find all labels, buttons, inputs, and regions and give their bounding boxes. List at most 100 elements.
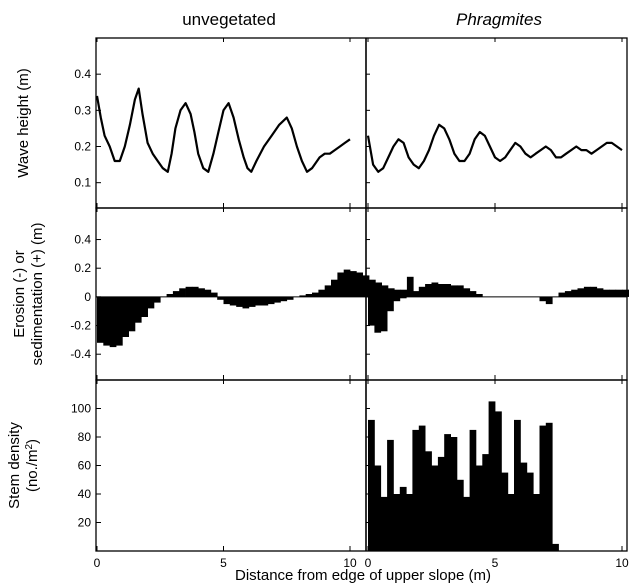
bar [450, 285, 458, 297]
bar [97, 296, 104, 343]
bar [223, 296, 231, 305]
bar [507, 494, 515, 551]
bar [103, 296, 110, 346]
y-tick-label: 80 [78, 430, 92, 444]
bar [393, 296, 401, 302]
bar [368, 419, 375, 551]
bar [475, 465, 483, 551]
bar [179, 288, 186, 297]
bar [312, 292, 319, 297]
panel-erosion: -0.4 -0.2 0 0.2 0.4 Erosion (-) orsedimentati… [11, 207, 629, 381]
x-tick-label: 0 [365, 556, 372, 570]
bar [236, 296, 243, 307]
bar [267, 296, 275, 305]
panel-wave-height: 0.1 0.2 0.3 0.4 Wave height (m) [15, 37, 628, 209]
bar [590, 286, 598, 297]
bar [425, 284, 432, 297]
bar [122, 296, 129, 337]
bar [539, 425, 547, 551]
bar [437, 284, 445, 297]
column-titles: unvegetated Phragmites [182, 10, 542, 29]
y-tick-label: 100 [71, 402, 91, 416]
bar [545, 296, 553, 305]
bar [558, 292, 566, 297]
bar [305, 294, 313, 297]
bar [374, 465, 382, 551]
y-tick-label: 0.1 [74, 176, 91, 190]
bar [431, 465, 439, 551]
bar [431, 282, 439, 297]
bar [406, 494, 413, 551]
bar [456, 479, 464, 552]
y-tick-label: 0.4 [74, 67, 91, 81]
bar [444, 434, 451, 551]
bar [418, 425, 426, 551]
bar [526, 472, 534, 551]
y-axis-title-line: ) [24, 439, 41, 444]
bar [337, 272, 345, 297]
bar [444, 284, 451, 297]
y-axis-title: Erosion (-) orsedimentation (+) (m) [11, 223, 46, 366]
bar [571, 289, 578, 297]
bar [172, 291, 180, 297]
bar [286, 296, 294, 300]
bar [280, 296, 288, 302]
bar [399, 486, 407, 551]
bar [375, 282, 382, 297]
bar [204, 289, 212, 297]
bar [387, 296, 394, 312]
bar [463, 288, 471, 297]
y-axis-title: Stem density(no./m2) [6, 422, 41, 509]
bar [109, 296, 117, 348]
bar [399, 296, 407, 299]
y-tick-label: 0.3 [74, 103, 91, 117]
bar [229, 296, 237, 306]
bar [488, 401, 496, 551]
wave-line-phragmites [366, 123, 623, 173]
bar [147, 296, 155, 309]
bar [368, 296, 375, 326]
y-axis-title-line: Erosion (-) or [11, 250, 28, 338]
bar [615, 289, 623, 297]
bar [514, 419, 521, 551]
bar [166, 294, 174, 297]
y-tick-label: -0.2 [70, 319, 91, 333]
bar [362, 275, 370, 297]
y-tick-label: 40 [78, 487, 92, 501]
y-tick-label: 60 [78, 459, 92, 473]
y-tick-label: 0.2 [74, 140, 91, 154]
bar [299, 295, 307, 297]
bar [185, 286, 193, 297]
y-tick-label: 0 [84, 290, 91, 304]
bar [210, 292, 218, 297]
bar [475, 294, 483, 297]
x-tick-label: 10 [615, 556, 629, 570]
bar [343, 269, 351, 297]
bar [350, 271, 357, 297]
bar [469, 291, 477, 297]
bar [609, 289, 617, 297]
bar [533, 494, 540, 551]
bar [255, 296, 262, 306]
bar [545, 422, 553, 552]
bar [116, 296, 123, 346]
bar [482, 454, 489, 551]
bar [331, 279, 338, 297]
bar [356, 272, 363, 297]
bar [394, 289, 401, 297]
y-tick-label: 20 [78, 516, 92, 530]
bar [418, 286, 426, 297]
bar [603, 289, 610, 297]
bar [412, 291, 420, 297]
bar [412, 429, 420, 551]
bar [501, 472, 509, 551]
bar [134, 296, 142, 323]
bar [369, 279, 376, 297]
bar [380, 496, 388, 551]
bar [463, 496, 471, 551]
column-title-unvegetated: unvegetated [182, 10, 276, 29]
x-tick-label: 10 [343, 556, 357, 570]
bar [425, 451, 432, 552]
